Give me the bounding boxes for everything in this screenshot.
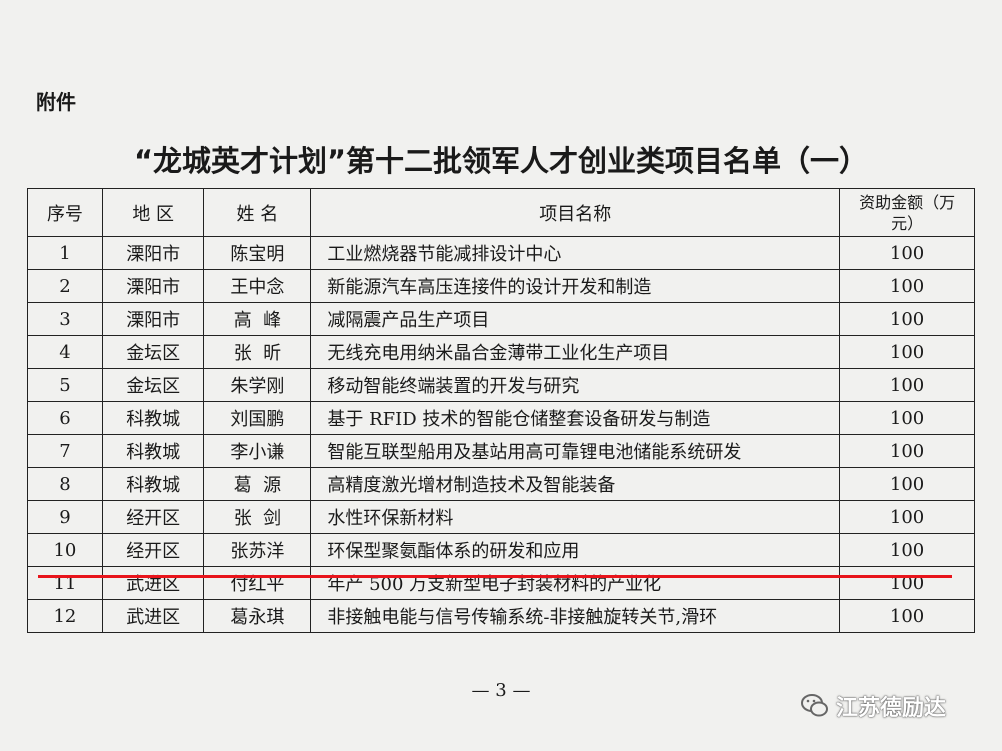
table-row: 5 金坛区 朱学刚 移动智能终端装置的开发与研究 100 [27, 368, 975, 402]
red-underline [38, 575, 952, 578]
row-name: 张苏洋 [203, 533, 312, 567]
row-project: 水性环保新材料 [310, 500, 841, 534]
row-project: 移动智能终端装置的开发与研究 [310, 368, 841, 402]
row-index: 1 [27, 236, 103, 270]
row-amount: 100 [839, 302, 975, 336]
row-amount: 100 [839, 500, 975, 534]
row-index: 9 [27, 500, 103, 534]
row-region: 经开区 [101, 533, 205, 567]
row-project: 减隔震产品生产项目 [310, 302, 841, 336]
row-amount: 100 [839, 533, 975, 567]
row-project: 新能源汽车高压连接件的设计开发和制造 [310, 269, 841, 303]
row-name: 王中念 [203, 269, 312, 303]
row-region: 科教城 [101, 401, 205, 435]
row-name: 葛永琪 [203, 599, 312, 633]
row-amount: 100 [839, 434, 975, 468]
page-number: — 3 — [471, 680, 531, 701]
row-name: 张 昕 [203, 335, 312, 369]
row-name: 付红平 [203, 566, 312, 600]
row-project: 基于 RFID 技术的智能仓储整套设备研发与制造 [310, 401, 841, 435]
row-index: 10 [27, 533, 103, 567]
row-name: 张 剑 [203, 500, 312, 534]
row-project: 智能互联型船用及基站用高可靠锂电池储能系统研发 [310, 434, 841, 468]
row-amount: 100 [839, 368, 975, 402]
row-index: 3 [27, 302, 103, 336]
document-title: “龙城英才计划”第十二批领军人才创业类项目名单（一） [133, 144, 869, 178]
row-region: 金坛区 [101, 368, 205, 402]
table-row: 3 溧阳市高 峰减隔震产品生产项目 100 [27, 302, 975, 336]
project-table: 序号 地 区 姓 名 项目名称 资助金额（万元） 1 溧阳市 陈宝明 工业燃烧器节能减… [27, 188, 975, 633]
row-index: 11 [27, 566, 103, 600]
header-index: 序号 [27, 188, 103, 237]
row-index: 5 [27, 368, 103, 402]
table-row: 7 科教城 李小谦 智能互联型船用及基站用高可靠锂电池储能系统研发 100 [27, 434, 975, 468]
row-index: 7 [27, 434, 103, 468]
watermark: 江苏德励达 [800, 690, 946, 722]
row-region: 溧阳市 [101, 269, 205, 303]
row-index: 4 [27, 335, 103, 369]
row-region: 科教城 [101, 467, 205, 501]
row-name: 朱学刚 [203, 368, 312, 402]
row-amount: 100 [839, 566, 975, 600]
table-row: 1 溧阳市 陈宝明 工业燃烧器节能减排设计中心 100 [27, 236, 975, 270]
header-name: 姓 名 [203, 188, 312, 237]
row-project: 工业燃烧器节能减排设计中心 [310, 236, 841, 270]
row-name: 高 峰 [203, 302, 312, 336]
row-region: 溧阳市 [101, 302, 205, 336]
row-project: 无线充电用纳米晶合金薄带工业化生产项目 [310, 335, 841, 369]
row-amount: 100 [839, 467, 975, 501]
row-region: 武进区 [101, 599, 205, 633]
wechat-icon [801, 694, 828, 717]
row-project: 年产 500 万支新型电子封装材料的产业化 [310, 566, 841, 600]
table-row: 6 科教城 刘国鹏 基于 RFID 技术的智能仓储整套设备研发与制造 100 [27, 401, 975, 435]
table-row: 4 金坛区张 昕无线充电用纳米晶合金薄带工业化生产项目 100 [27, 335, 975, 369]
row-project: 非接触电能与信号传输系统-非接触旋转关节,滑环 [310, 599, 841, 633]
row-project: 高精度激光增材制造技术及智能装备 [310, 467, 841, 501]
row-project: 环保型聚氨酯体系的研发和应用 [310, 533, 841, 567]
watermark-text: 江苏德励达 [836, 696, 947, 721]
row-amount: 100 [839, 236, 975, 270]
table-row: 9 经开区张 剑水性环保新材料 100 [27, 500, 975, 534]
header-region: 地 区 [101, 188, 205, 237]
header-project: 项目名称 [310, 188, 841, 237]
row-index: 12 [27, 599, 103, 633]
row-region: 科教城 [101, 434, 205, 468]
row-index: 6 [27, 401, 103, 435]
row-amount: 100 [839, 269, 975, 303]
row-region: 金坛区 [101, 335, 205, 369]
table-row: 12 武进区 葛永琪 非接触电能与信号传输系统-非接触旋转关节,滑环 100 [27, 599, 975, 633]
row-index: 8 [27, 467, 103, 501]
row-amount: 100 [839, 335, 975, 369]
table-row: 2 溧阳市 王中念 新能源汽车高压连接件的设计开发和制造 100 [27, 269, 975, 303]
table-header-row: 序号 地 区 姓 名 项目名称 资助金额（万元） [27, 188, 975, 237]
table-row: 11 武进区 付红平 年产 500 万支新型电子封装材料的产业化 100 [27, 566, 975, 600]
row-index: 2 [27, 269, 103, 303]
row-name: 陈宝明 [203, 236, 312, 270]
row-region: 溧阳市 [101, 236, 205, 270]
table-row: 10 经开区 张苏洋 环保型聚氨酯体系的研发和应用 100 [27, 533, 975, 567]
attachment-label: 附件 [36, 90, 76, 114]
row-amount: 100 [839, 599, 975, 633]
row-name: 李小谦 [203, 434, 312, 468]
header-amount: 资助金额（万元） [839, 188, 975, 237]
row-amount: 100 [839, 401, 975, 435]
row-name: 葛 源 [203, 467, 312, 501]
row-region: 经开区 [101, 500, 205, 534]
row-region: 武进区 [101, 566, 205, 600]
table-row: 8 科教城葛 源高精度激光增材制造技术及智能装备 100 [27, 467, 975, 501]
row-name: 刘国鹏 [203, 401, 312, 435]
